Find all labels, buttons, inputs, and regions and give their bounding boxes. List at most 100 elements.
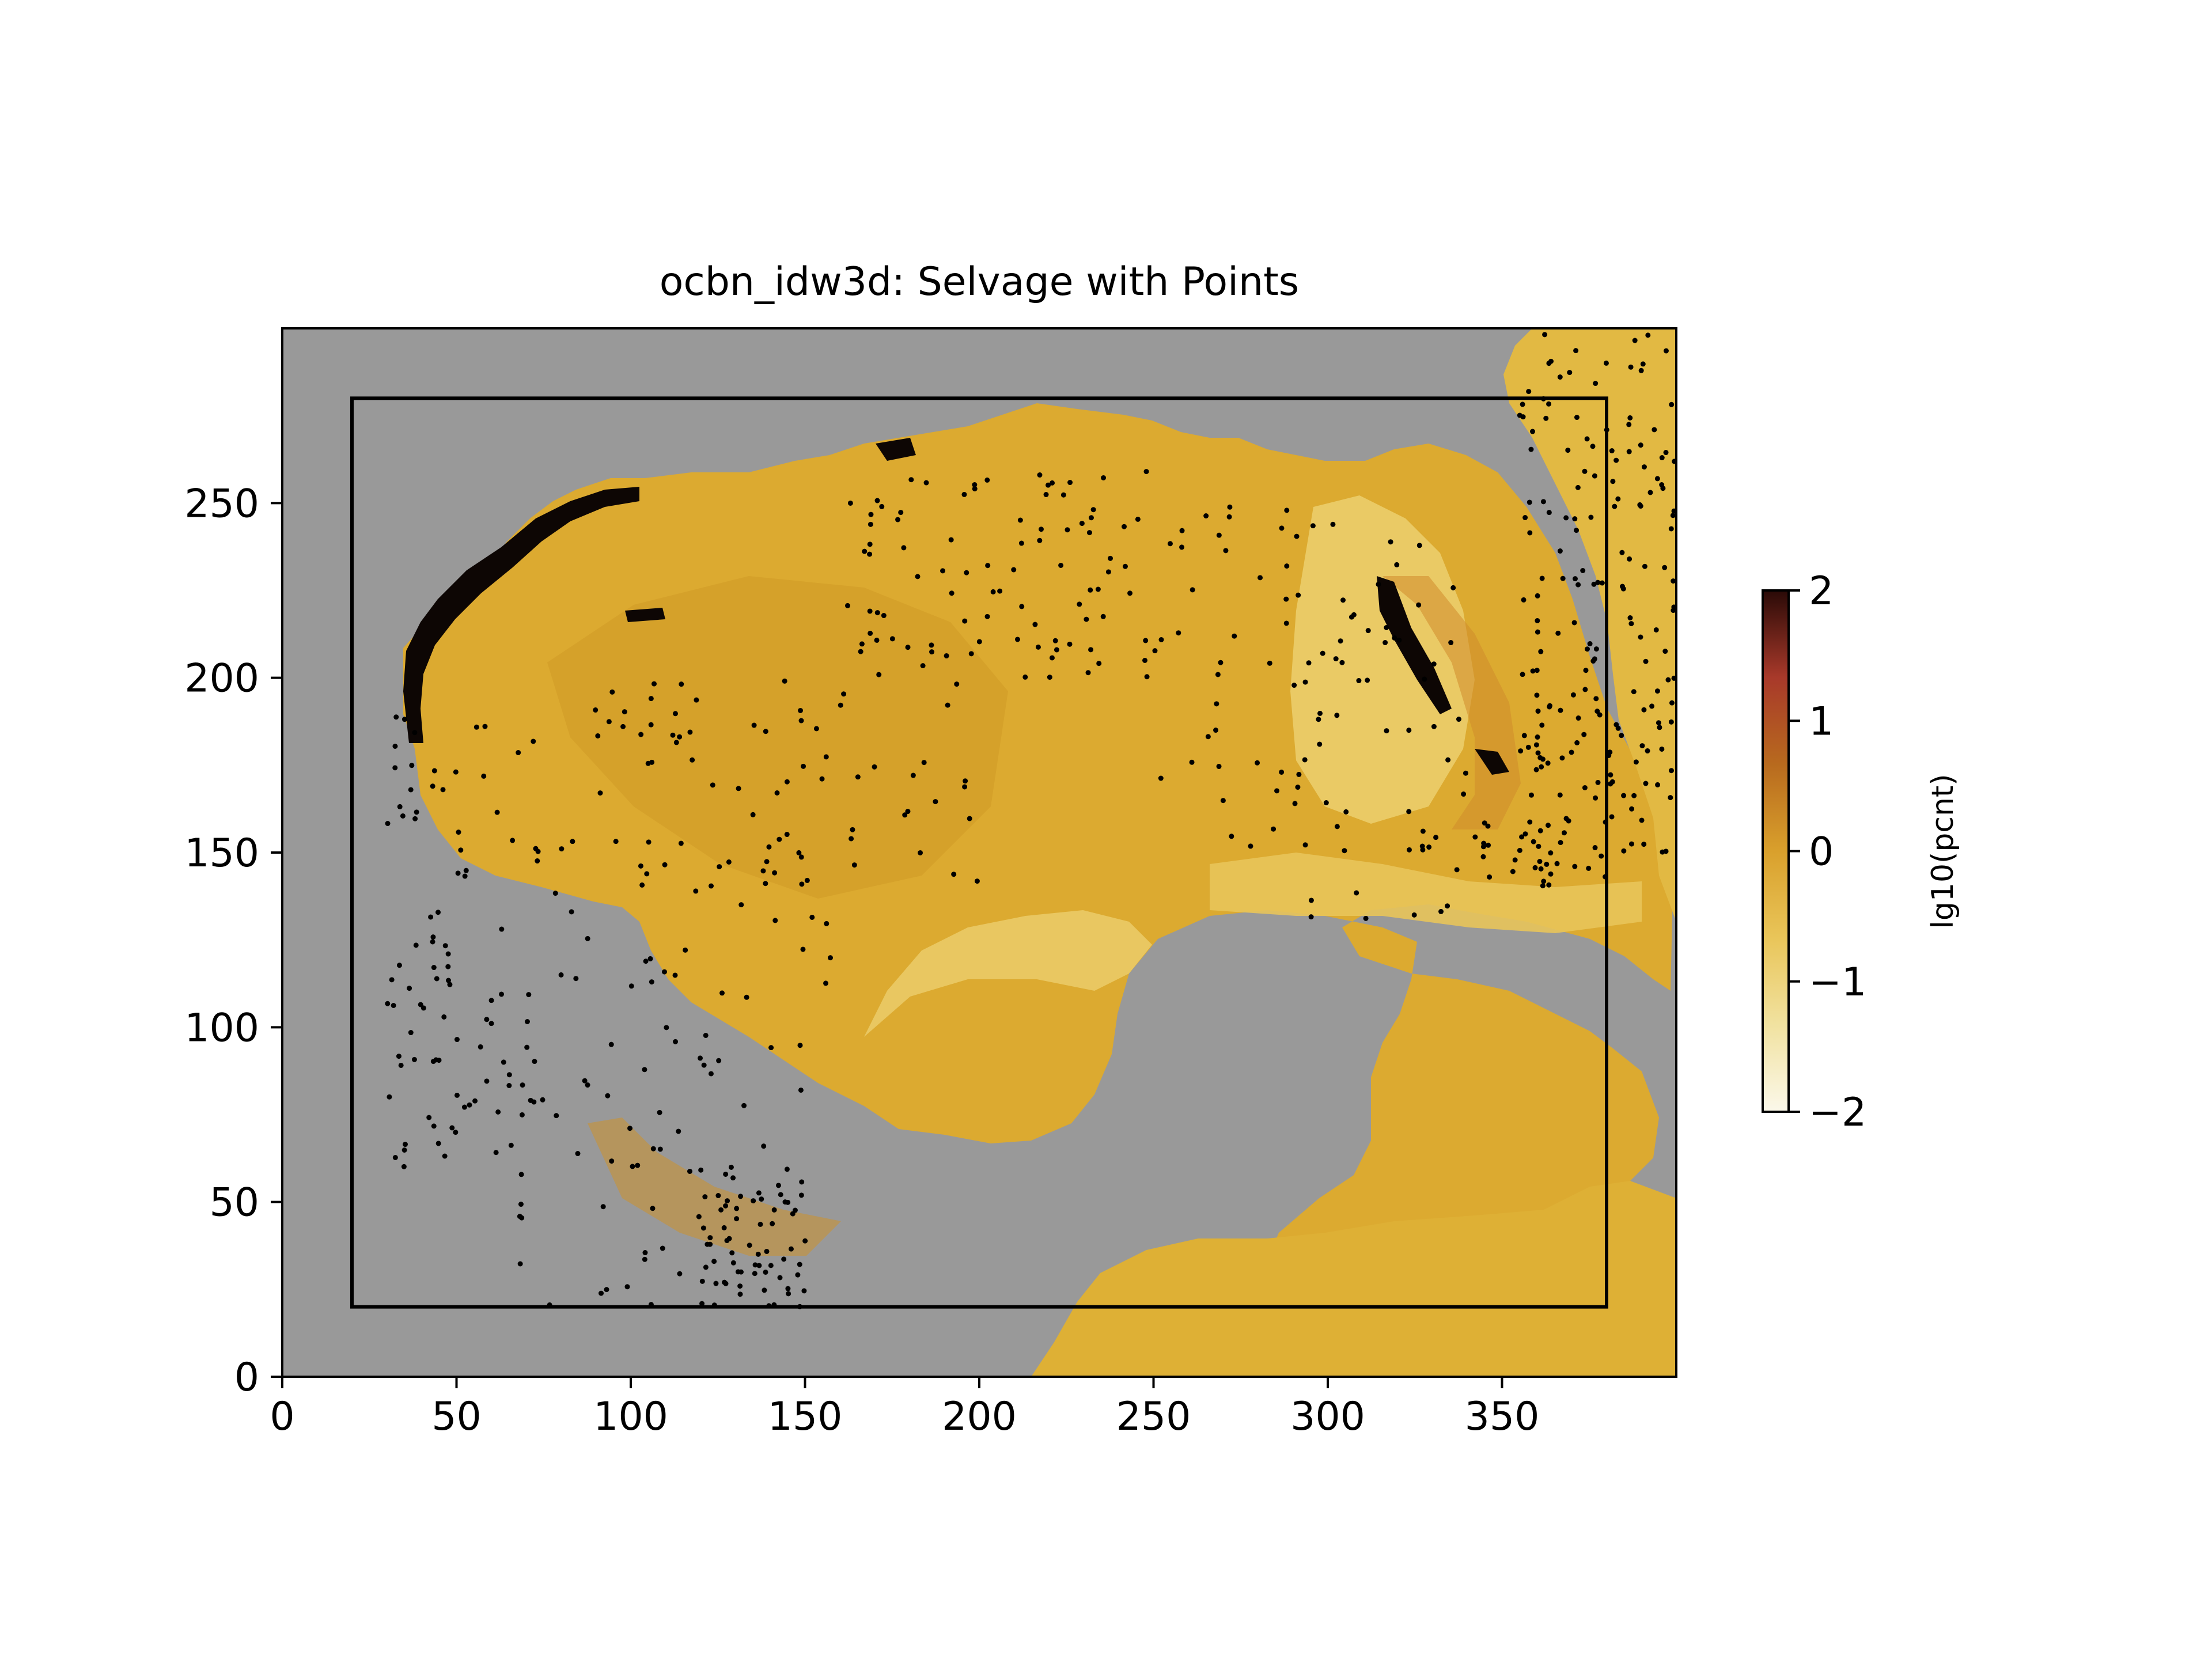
sample-point [990,589,996,594]
sample-point [1582,468,1588,474]
sample-point [838,702,843,708]
sample-point [1540,756,1546,762]
campeche-bank-light [864,910,1152,1037]
y-tick-label: 0 [234,1355,259,1400]
sample-point [408,1030,414,1036]
sample-point [1643,781,1649,786]
sample-point [1176,630,1181,636]
sample-point [481,773,487,779]
sample-point [1574,415,1580,421]
sample-point [1376,581,1381,587]
colorbar-label: lg10(pcnt) [1926,774,1960,929]
sample-point [1668,795,1673,801]
sample-point [1663,348,1669,354]
sample-point [1392,635,1397,641]
sample-point [895,517,901,522]
sample-point [1669,402,1675,407]
sample-point [730,1260,736,1266]
sample-point [1573,348,1579,354]
sample-point [482,724,488,729]
sample-point [698,1055,703,1061]
sample-point [719,990,725,996]
sample-point [1396,637,1402,643]
sample-point [1593,646,1599,652]
sample-point [1609,448,1615,454]
sample-point [874,610,880,616]
sample-point [585,1082,590,1088]
sample-point [1049,655,1055,661]
sample-point [1340,597,1346,603]
sample-point [1628,621,1634,627]
sample-point [1595,779,1601,785]
sample-point [440,787,446,793]
sample-point [801,763,806,769]
sample-point [467,1102,472,1108]
sample-point [1526,389,1532,395]
sample-point [426,1115,432,1120]
sample-point [1229,834,1234,839]
sample-point [1158,637,1164,642]
sample-point [962,784,968,790]
sample-point [1011,567,1017,573]
sample-point [569,909,574,915]
sample-point [1554,861,1560,866]
sample-point [707,1241,713,1247]
sample-point [781,1256,787,1262]
sample-point [605,1093,611,1099]
sample-point [687,729,693,735]
sample-point [672,972,678,978]
sample-point [1143,469,1149,475]
sample-point [1317,741,1323,747]
sample-point [1384,728,1389,734]
sample-point [627,1126,633,1131]
colorbar-tick-label: −1 [1809,960,1866,1005]
sample-point [760,868,766,874]
sample-point [1638,442,1643,448]
sample-point [1330,521,1336,527]
x-axis: 0 50 100 150 200 250 300 350 [270,1377,1539,1440]
sample-point [1216,764,1222,770]
sample-point [1411,912,1417,918]
sample-point [1653,627,1659,632]
sample-point [1654,688,1660,694]
sample-point [1663,450,1669,456]
sample-point [1525,744,1531,750]
sample-point [876,672,882,677]
sample-point [962,618,968,624]
sample-point [762,1287,767,1293]
sample-point [1546,510,1552,516]
sample-point [1519,834,1525,840]
sample-point [401,1164,407,1169]
sample-point [918,850,923,855]
sample-point [968,651,974,657]
sample-point [1631,793,1637,798]
sample-point [701,1062,707,1068]
sample-point [1179,544,1185,550]
sample-point [1671,578,1676,584]
x-tick-label: 150 [768,1394,843,1440]
sample-point [593,707,599,713]
sample-point [798,707,804,713]
sample-point [1088,587,1093,593]
sample-point [402,1147,407,1153]
sample-point [1574,528,1580,533]
sample-point [1546,401,1552,407]
sample-point [699,1301,705,1306]
sample-point [558,972,564,978]
sample-point [872,764,877,770]
sample-point [677,1271,683,1277]
sample-point [501,1059,506,1065]
sample-point [1482,820,1487,826]
sample-point [715,1193,721,1199]
sample-point [447,982,453,987]
sample-point [1431,661,1437,667]
sample-point [1416,602,1422,608]
sample-point [750,812,756,817]
sample-point [662,862,668,868]
sample-point [1018,540,1024,546]
sample-point [1257,575,1263,581]
sample-point [431,965,437,971]
chart-title: ocbn_idw3d: Selvage with Points [660,259,1299,305]
sample-point [1433,835,1439,840]
sample-point [737,1291,743,1297]
